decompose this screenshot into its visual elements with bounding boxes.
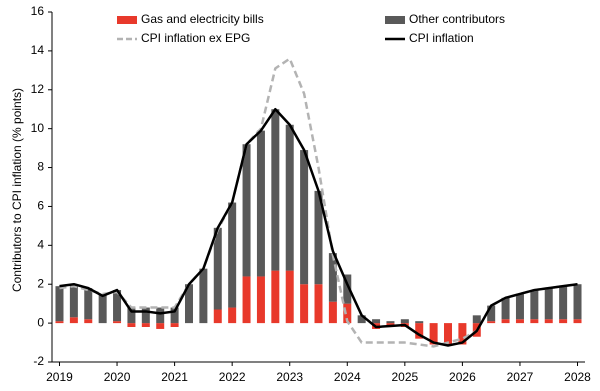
y-tick-label: 14 xyxy=(31,43,45,57)
bar xyxy=(170,323,179,327)
bar xyxy=(501,297,510,320)
bar xyxy=(156,307,165,324)
x-tick-label: 2026 xyxy=(449,370,476,384)
bar xyxy=(300,284,309,324)
bar xyxy=(573,284,582,320)
bar xyxy=(472,315,481,324)
x-tick-label: 2020 xyxy=(104,370,131,384)
bar xyxy=(69,317,78,324)
legend-label: Other contributors xyxy=(409,12,505,26)
bar xyxy=(444,323,453,345)
bar xyxy=(84,319,93,324)
legend-swatch xyxy=(385,16,405,24)
y-tick-label: 8 xyxy=(37,160,44,174)
bar xyxy=(458,323,467,345)
bar xyxy=(400,319,409,324)
y-tick-label: 12 xyxy=(31,82,45,96)
bar xyxy=(141,307,150,324)
bar xyxy=(271,270,280,324)
bar xyxy=(184,284,193,324)
bar xyxy=(127,307,136,324)
bar xyxy=(314,190,323,285)
y-tick-label: -2 xyxy=(33,354,44,368)
bar xyxy=(487,321,496,324)
x-tick-label: 2022 xyxy=(219,370,246,384)
bar xyxy=(544,319,553,324)
bar xyxy=(573,319,582,324)
legend-label: Gas and electricity bills xyxy=(141,12,264,26)
y-axis-label: Contributors to CPI inflation (% points) xyxy=(10,88,24,292)
bar xyxy=(213,309,222,324)
bar xyxy=(170,307,179,324)
bar xyxy=(515,293,524,320)
bar xyxy=(271,109,280,271)
y-tick-label: 2 xyxy=(37,276,44,290)
bar xyxy=(515,319,524,324)
bar xyxy=(55,321,64,324)
bar xyxy=(156,323,165,329)
bar xyxy=(113,321,122,324)
bar xyxy=(314,284,323,324)
legend-swatch xyxy=(117,16,137,24)
bar xyxy=(242,144,251,277)
x-tick-label: 2019 xyxy=(46,370,73,384)
y-tick-label: 0 xyxy=(37,315,44,329)
bar xyxy=(343,303,352,324)
bar xyxy=(69,284,78,318)
line xyxy=(59,107,578,347)
bar xyxy=(530,319,539,324)
bar xyxy=(415,321,424,324)
bar xyxy=(386,321,395,324)
bar xyxy=(285,270,294,324)
bar xyxy=(55,286,64,322)
y-tick-label: 6 xyxy=(37,199,44,213)
x-tick-label: 2021 xyxy=(161,370,188,384)
bar xyxy=(228,307,237,324)
x-tick-label: 2027 xyxy=(507,370,534,384)
bar xyxy=(228,202,237,308)
bar xyxy=(199,268,208,324)
bar xyxy=(242,276,251,324)
bar xyxy=(213,227,222,310)
bar xyxy=(113,290,122,322)
bar xyxy=(530,290,539,320)
bar xyxy=(357,315,366,324)
y-tick-label: 16 xyxy=(31,4,45,18)
bar xyxy=(256,130,265,277)
bar xyxy=(285,124,294,271)
bar xyxy=(328,253,337,302)
bar xyxy=(487,305,496,322)
y-tick-label: 4 xyxy=(37,238,44,252)
bar xyxy=(559,286,568,320)
bar xyxy=(544,288,553,320)
bar xyxy=(343,274,352,304)
bar xyxy=(415,323,424,339)
bar xyxy=(559,319,568,324)
x-tick-label: 2024 xyxy=(334,370,361,384)
bar xyxy=(98,293,107,324)
bar xyxy=(256,276,265,324)
bar xyxy=(141,323,150,327)
bar xyxy=(300,150,309,285)
bar xyxy=(328,301,337,324)
legend-label: CPI inflation xyxy=(409,31,474,45)
bar xyxy=(372,319,381,324)
y-tick-label: 10 xyxy=(31,121,45,135)
legend-label: CPI inflation ex EPG xyxy=(141,31,250,45)
bar xyxy=(84,288,93,320)
bar xyxy=(429,323,438,345)
x-tick-label: 2028 xyxy=(564,370,591,384)
bar xyxy=(501,319,510,324)
bar xyxy=(127,323,136,327)
x-tick-label: 2025 xyxy=(391,370,418,384)
x-tick-label: 2023 xyxy=(276,370,303,384)
